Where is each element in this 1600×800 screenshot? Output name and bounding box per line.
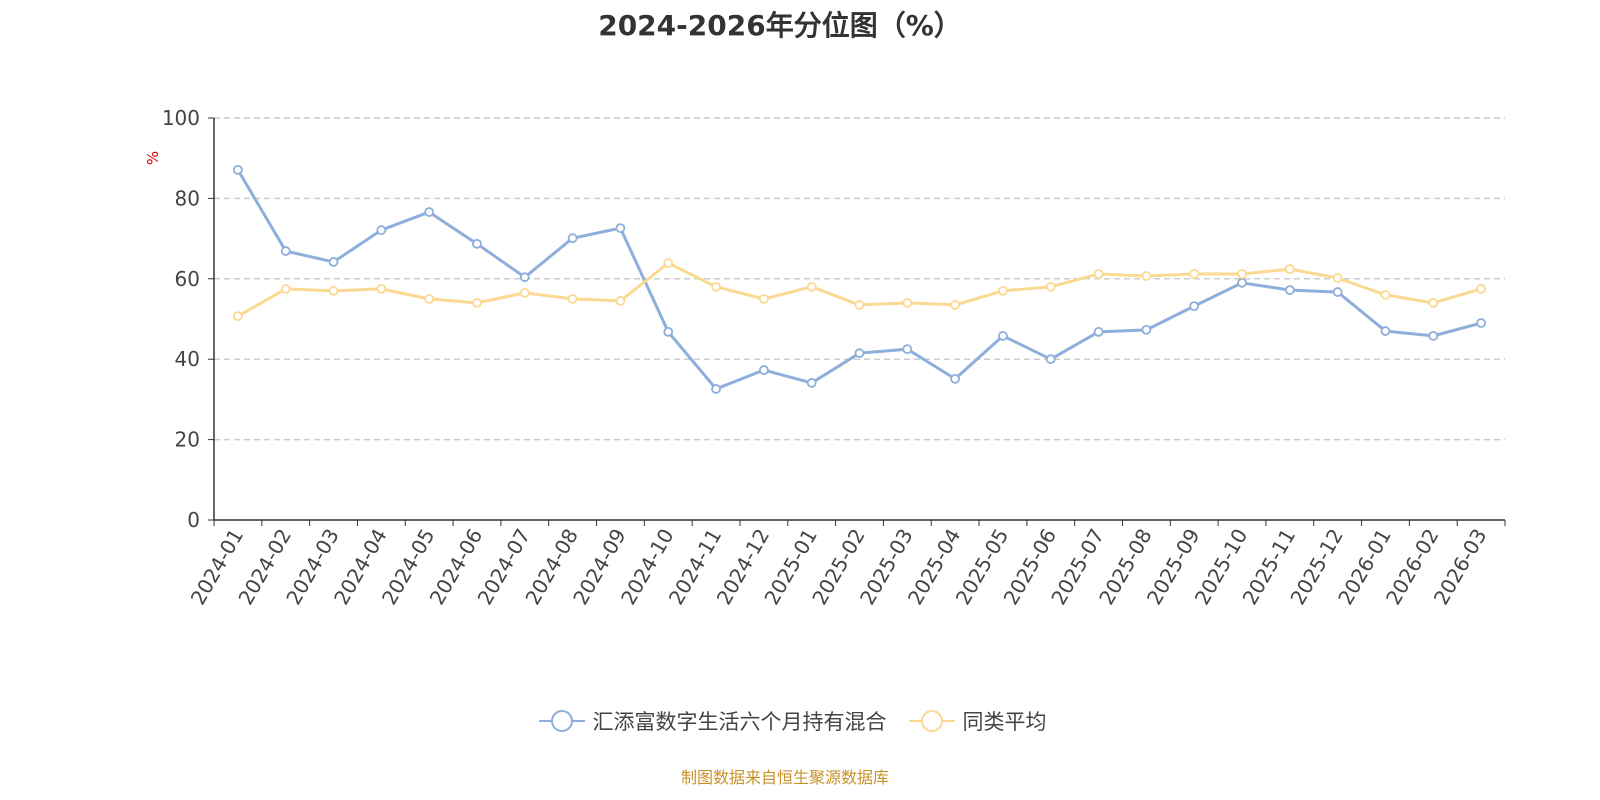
data-point-0 (663, 326, 674, 337)
data-point-1 (615, 296, 626, 306)
data-point-1 (998, 285, 1008, 296)
data-point-1 (1045, 281, 1056, 292)
data-point-0 (854, 348, 865, 359)
data-point-0 (1045, 354, 1056, 365)
data-point-0 (1380, 326, 1391, 336)
y-axis-label: % (144, 151, 162, 165)
data-point-0 (472, 238, 482, 249)
y-tick-label: 80 (175, 186, 200, 210)
data-point-0 (950, 373, 961, 384)
data-point-0 (1476, 318, 1486, 328)
data-point-1 (1284, 264, 1295, 275)
data-point-1 (950, 300, 961, 310)
data-point-0 (567, 233, 578, 244)
data-point-0 (615, 223, 626, 234)
data-point-1 (1189, 269, 1200, 279)
data-point-1 (1332, 273, 1343, 283)
y-tick-label: 100 (162, 106, 200, 130)
legend-item-average[interactable]: 同类平均 (908, 706, 1047, 736)
data-point-1 (1141, 271, 1152, 281)
data-point-1 (1237, 269, 1247, 279)
data-point-0 (1284, 285, 1295, 295)
data-point-0 (280, 246, 291, 256)
data-point-1 (806, 281, 817, 292)
chart-title: 2024-2026年分位图（%） (598, 9, 962, 42)
data-point-1 (1380, 289, 1391, 300)
data-point-0 (424, 207, 435, 217)
legend-marker-fund-icon (538, 710, 585, 732)
y-tick-label: 40 (175, 347, 200, 371)
data-point-1 (1428, 298, 1439, 308)
data-point-1 (280, 283, 291, 294)
data-point-1 (758, 293, 769, 304)
data-point-0 (233, 164, 243, 175)
data-point-1 (519, 287, 530, 298)
data-point-1 (711, 281, 721, 292)
data-point-0 (1237, 277, 1247, 288)
data-point-1 (663, 258, 674, 269)
data-point-1 (902, 298, 913, 308)
data-point-0 (376, 225, 387, 236)
data-point-0 (806, 378, 817, 388)
legend-item-fund[interactable]: 汇添富数字生活六个月持有混合 (538, 706, 887, 736)
data-point-0 (1189, 301, 1200, 312)
data-point-0 (902, 344, 913, 355)
data-point-1 (854, 300, 865, 310)
data-point-1 (567, 293, 578, 304)
data-point-1 (376, 283, 387, 294)
data-point-0 (328, 257, 339, 267)
data-source-note: 制图数据来自恒生聚源数据库 (680, 768, 889, 787)
y-tick-label: 60 (175, 267, 200, 291)
data-point-1 (472, 298, 482, 308)
y-tick-label: 20 (175, 428, 200, 452)
data-point-0 (998, 330, 1008, 341)
data-point-0 (758, 365, 769, 375)
data-point-0 (711, 384, 721, 394)
legend-label-fund: 汇添富数字生活六个月持有混合 (592, 710, 887, 734)
data-point-1 (424, 293, 435, 304)
legend: 汇添富数字生活六个月持有混合 同类平均 (0, 706, 1585, 736)
legend-label-average: 同类平均 (962, 710, 1047, 734)
data-point-0 (1332, 287, 1343, 297)
data-point-0 (1428, 330, 1439, 341)
data-point-0 (519, 272, 530, 283)
legend-marker-average-icon (908, 710, 955, 732)
data-point-1 (1476, 283, 1486, 294)
data-point-1 (1093, 269, 1104, 279)
data-point-1 (328, 285, 339, 296)
data-point-0 (1093, 326, 1104, 337)
data-point-0 (1141, 324, 1152, 335)
y-tick-label: 0 (187, 508, 200, 532)
data-point-1 (233, 311, 243, 322)
